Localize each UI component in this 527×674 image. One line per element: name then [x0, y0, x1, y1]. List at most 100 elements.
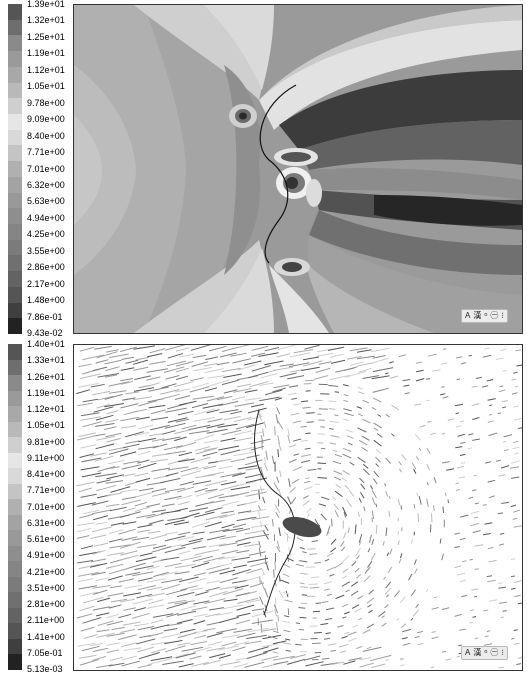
colorbar-swatch — [8, 51, 22, 67]
colorbar-tick-label: 9.11e+00 — [27, 453, 64, 463]
colorbar-tick-label: 1.39e+01 — [27, 0, 65, 9]
ime-settings-icon[interactable]: ㊀ — [490, 648, 498, 658]
vector-field — [74, 345, 522, 670]
colorbar-swatch — [8, 577, 22, 593]
colorbar-tick-label: 3.51e+00 — [27, 583, 65, 593]
colorbar-tick-label: 7.71e+00 — [27, 147, 65, 157]
colorbar-swatch — [8, 4, 22, 20]
colorbar-tick-label: 2.17e+00 — [27, 279, 65, 289]
colorbar-tick-label: 9.43e-02 — [27, 328, 63, 338]
colorbar-swatch — [8, 67, 22, 83]
colorbar-swatch — [8, 639, 22, 655]
ime-menu-icon[interactable]: ⁝ — [501, 648, 504, 658]
colorbar-swatch — [8, 453, 22, 469]
colorbar-swatch — [8, 468, 22, 484]
colorbar-tick-label: 7.71e+00 — [27, 485, 65, 495]
colorbar-tick-label: 8.40e+00 — [27, 131, 65, 141]
colorbar-tick-label: 4.94e+00 — [27, 213, 65, 223]
ime-settings-icon[interactable]: ㊀ — [490, 311, 498, 321]
ime-toolbar[interactable]: A 漢 ᵒ ㊀ ⁝ — [461, 309, 508, 323]
colorbar-tick-label: 8.41e+00 — [27, 469, 65, 479]
colorbar-tick-label: 1.32e+01 — [27, 15, 65, 25]
colorbar-swatch — [8, 561, 22, 577]
colorbar-swatch — [8, 98, 22, 114]
colorbar-tick-label: 3.55e+00 — [27, 246, 65, 256]
colorbar-tick-label: 7.05e-01 — [27, 648, 63, 658]
colorbar-swatch — [8, 318, 22, 334]
colorbar-swatch — [8, 130, 22, 146]
colorbar-swatch — [8, 114, 22, 130]
colorbar-swatch — [8, 422, 22, 438]
colorbar-tick-label: 7.01e+00 — [27, 164, 65, 174]
colorbar-swatch — [8, 177, 22, 193]
colorbar-tick-label: 1.48e+00 — [27, 295, 65, 305]
ime-mode-a-icon[interactable]: A — [465, 648, 470, 658]
colorbar-tick-label: 6.31e+00 — [27, 518, 65, 528]
ime-menu-icon[interactable]: ⁝ — [501, 311, 504, 321]
ime-chinese-icon[interactable]: 漢 — [473, 311, 481, 321]
colorbar-tick-label: 1.41e+00 — [27, 632, 65, 642]
colorbar-swatch — [8, 240, 22, 256]
ime-punctuation-icon[interactable]: ᵒ — [484, 311, 487, 321]
colorbar-swatch — [8, 271, 22, 287]
colorbar-tick-label: 9.09e+00 — [27, 114, 65, 124]
colorbar-swatch — [8, 360, 22, 376]
ime-toolbar[interactable]: A 漢 ᵒ ㊀ ⁝ — [461, 646, 508, 660]
ime-punctuation-icon[interactable]: ᵒ — [484, 648, 487, 658]
colorbar-tick-label: 4.21e+00 — [27, 567, 65, 577]
colorbar-swatch — [8, 83, 22, 99]
colorbar-swatch — [8, 406, 22, 422]
colorbar-swatch — [8, 484, 22, 500]
colorbar-tick-label: 1.33e+01 — [27, 355, 65, 365]
colorbar-swatch — [8, 287, 22, 303]
colorbar-swatch — [8, 546, 22, 562]
colorbar-tick-label: 5.61e+00 — [27, 534, 65, 544]
colorbar-swatch — [8, 224, 22, 240]
contour-field — [74, 5, 522, 333]
colorbar-swatch — [8, 530, 22, 546]
colorbar-tick-label: 5.63e+00 — [27, 196, 65, 206]
vector-plot-area: A 漢 ᵒ ㊀ ⁝ — [73, 344, 523, 671]
colorbar-tick-label: 7.86e-01 — [27, 312, 63, 322]
colorbar-swatch — [8, 499, 22, 515]
ime-mode-a-icon[interactable]: A — [465, 311, 470, 321]
colorbar-tick-label: 1.05e+01 — [27, 420, 65, 430]
colorbar-swatch — [8, 391, 22, 407]
colorbar-swatch — [8, 255, 22, 271]
colorbar-swatch — [8, 375, 22, 391]
colorbar-swatch — [8, 515, 22, 531]
colorbar-tick-label: 1.19e+01 — [27, 48, 65, 58]
colorbar-tick-label: 4.25e+00 — [27, 229, 65, 239]
colorbar-swatch — [8, 145, 22, 161]
colorbar-tick-label: 1.25e+01 — [27, 32, 65, 42]
colorbar-tick-label: 9.78e+00 — [27, 98, 65, 108]
colorbar-tick-label: 1.19e+01 — [27, 388, 65, 398]
colorbar-swatch — [8, 608, 22, 624]
colorbar-swatch — [8, 344, 22, 360]
colorbar-tick-label: 7.01e+00 — [27, 502, 65, 512]
colorbar-swatch — [8, 35, 22, 51]
colorbar-swatch — [8, 654, 22, 670]
colorbar-tick-label: 9.81e+00 — [27, 437, 65, 447]
colorbar-tick-label: 1.12e+01 — [27, 404, 65, 414]
colorbar-swatch — [8, 208, 22, 224]
colorbar-tick-label: 1.40e+01 — [27, 339, 65, 349]
colorbar-tick-label: 4.91e+00 — [27, 550, 65, 560]
colorbar-swatch — [8, 437, 22, 453]
colorbar-swatch — [8, 303, 22, 319]
colorbar-tick-label: 1.05e+01 — [27, 81, 65, 91]
colorbar-swatch — [8, 623, 22, 639]
contour-plot-area: A 漢 ᵒ ㊀ ⁝ — [73, 4, 523, 334]
ime-chinese-icon[interactable]: 漢 — [473, 648, 481, 658]
contour-panel: 1.39e+01 1.32e+01 1.25e+01 1.19e+01 1.12e+01… — [0, 0, 527, 340]
colorbar-tick-label: 2.11e+00 — [27, 615, 64, 625]
colorbar-swatch — [8, 161, 22, 177]
colorbar-swatch — [8, 20, 22, 36]
colorbar-tick-label: 2.86e+00 — [27, 262, 65, 272]
colorbar-swatch — [8, 193, 22, 209]
colorbar-swatch — [8, 592, 22, 608]
colorbar-tick-label: 1.12e+01 — [27, 65, 65, 75]
